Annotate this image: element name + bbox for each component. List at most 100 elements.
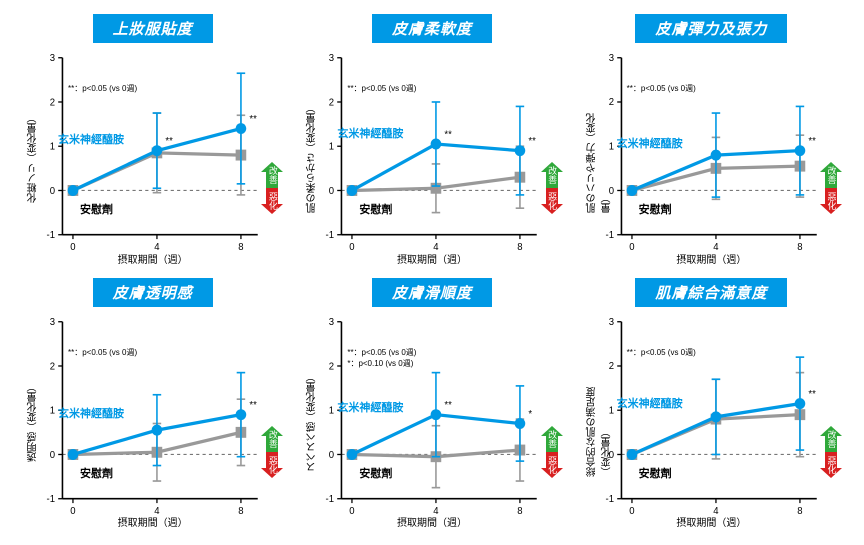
improve-worsen-arrows: 改善 惡化 [541,162,563,214]
improve-worsen-arrows: 改善 惡化 [261,162,283,214]
svg-text:-1: -1 [47,493,55,504]
down-arrow-label: 惡化 [268,456,277,474]
svg-text:-1: -1 [605,493,613,504]
svg-text:8: 8 [518,505,523,516]
svg-text:3: 3 [329,316,334,327]
svg-text:0: 0 [629,505,635,516]
svg-text:2: 2 [50,97,55,108]
svg-text:1: 1 [50,405,55,416]
svg-text:3: 3 [50,316,55,327]
placebo-series-label: 安慰劑 [359,465,392,481]
x-axis-label: 摂取期間（週） [397,251,467,266]
svg-text:1: 1 [329,141,334,152]
up-arrow-label: 改善 [268,430,277,448]
x-axis-label: 摂取期間（週） [118,251,188,266]
chart-panel: 上妝服貼度 -10123048**** **：p<0.05 (vs 0週) 化粧… [20,14,285,268]
panel-title: 皮膚滑順度 [372,278,492,307]
svg-text:8: 8 [797,505,802,516]
up-arrow-label: 改善 [827,430,836,448]
treat-series-label: 玄米神經醯胺 [617,135,683,151]
up-arrow-icon: 改善 [820,162,842,188]
treat-series-label: 玄米神經醯胺 [337,125,403,141]
up-arrow-icon: 改善 [261,162,283,188]
chart-panel: 皮膚透明感 -10123048** **：p<0.05 (vs 0週) 透明感（… [20,278,285,532]
up-arrow-label: 改善 [547,166,556,184]
svg-text:-1: -1 [326,493,334,504]
down-arrow-label: 惡化 [827,192,836,210]
up-arrow-icon: 改善 [541,426,563,452]
svg-text:*: * [529,408,533,419]
up-arrow-icon: 改善 [820,426,842,452]
up-arrow-icon: 改善 [541,162,563,188]
chart-panel: 皮膚滑順度 -10123048*** **：p<0.05 (vs 0週) *：p… [299,278,564,532]
svg-text:-1: -1 [326,230,334,241]
svg-text:8: 8 [797,242,802,253]
down-arrow-label: 惡化 [268,192,277,210]
improve-worsen-arrows: 改善 惡化 [820,426,842,478]
up-arrow-label: 改善 [268,166,277,184]
chart-area: -10123048** **：p<0.05 (vs 0週) 肌のハリや弾力（変化… [579,49,844,268]
chart-svg: -10123048** [20,313,285,532]
chart-svg: -10123048** [579,313,844,532]
panel-title: 皮膚透明感 [93,278,213,307]
down-arrow-label: 惡化 [547,192,556,210]
chart-grid: 上妝服貼度 -10123048**** **：p<0.05 (vs 0週) 化粧… [0,0,864,545]
y-axis-label: 肌のハリや弾力（変化量） [585,104,615,213]
y-axis-label: スベスベ感（変化量） [305,372,320,472]
svg-text:3: 3 [608,53,613,64]
up-arrow-icon: 改善 [261,426,283,452]
down-arrow-label: 惡化 [547,456,556,474]
svg-text:8: 8 [238,505,243,516]
significance-note: **：p<0.05 (vs 0週) [627,347,696,358]
svg-text:0: 0 [350,242,356,253]
significance-note: **：p<0.05 (vs 0週) [627,83,696,94]
chart-area: -10123048** **：p<0.05 (vs 0週) 透明感（変化量） 摂… [20,313,285,532]
svg-text:0: 0 [329,186,335,197]
svg-text:3: 3 [329,53,334,64]
chart-area: -10123048** **：p<0.05 (vs 0週) 総合的な肌の満足度（… [579,313,844,532]
y-axis-label: 化粧ノリ（変化量） [26,113,41,203]
chart-svg: -10123048*** [299,313,564,532]
svg-text:-1: -1 [605,230,613,241]
x-axis-label: 摂取期間（週） [118,514,188,529]
placebo-series-label: 安慰劑 [80,465,113,481]
x-axis-label: 摂取期間（週） [397,514,467,529]
down-arrow-icon: 惡化 [820,188,842,214]
svg-text:3: 3 [608,316,613,327]
svg-text:0: 0 [70,242,76,253]
svg-text:0: 0 [329,449,335,460]
svg-text:2: 2 [50,361,55,372]
y-axis-label: 肌の柔らかさ（変化量） [305,104,320,213]
treat-series-label: 玄米神經醯胺 [58,131,124,147]
chart-panel: 肌膚綜合滿意度 -10123048** **：p<0.05 (vs 0週) 総合… [579,278,844,532]
treat-series-label: 玄米神經醯胺 [58,405,124,421]
chart-panel: 皮膚柔軟度 -10123048**** **：p<0.05 (vs 0週) 肌の… [299,14,564,268]
svg-text:0: 0 [50,186,56,197]
placebo-series-label: 安慰劑 [639,201,672,217]
svg-text:**: ** [529,136,537,147]
svg-text:**: ** [445,399,453,410]
down-arrow-icon: 惡化 [541,188,563,214]
placebo-series-label: 安慰劑 [639,465,672,481]
placebo-series-label: 安慰劑 [359,201,392,217]
panel-title: 皮膚柔軟度 [372,14,492,43]
significance-note: **：p<0.05 (vs 0週) [347,83,416,94]
treat-series-label: 玄米神經醯胺 [617,395,683,411]
chart-svg: -10123048**** [299,49,564,268]
up-arrow-label: 改善 [827,166,836,184]
chart-svg: -10123048** [579,49,844,268]
chart-area: -10123048**** **：p<0.05 (vs 0週) 化粧ノリ（変化量… [20,49,285,268]
svg-text:0: 0 [70,505,76,516]
svg-text:1: 1 [329,405,334,416]
svg-text:**: ** [445,129,453,140]
y-axis-label: 総合的な肌の満足度（変化量） [585,367,615,476]
down-arrow-icon: 惡化 [261,188,283,214]
chart-area: -10123048**** **：p<0.05 (vs 0週) 肌の柔らかさ（変… [299,49,564,268]
svg-text:**: ** [808,388,816,399]
svg-text:**: ** [249,114,257,125]
svg-text:0: 0 [629,242,635,253]
svg-text:8: 8 [238,242,243,253]
svg-text:1: 1 [50,141,55,152]
y-axis-label: 透明感（変化量） [26,382,41,462]
svg-text:3: 3 [50,53,55,64]
